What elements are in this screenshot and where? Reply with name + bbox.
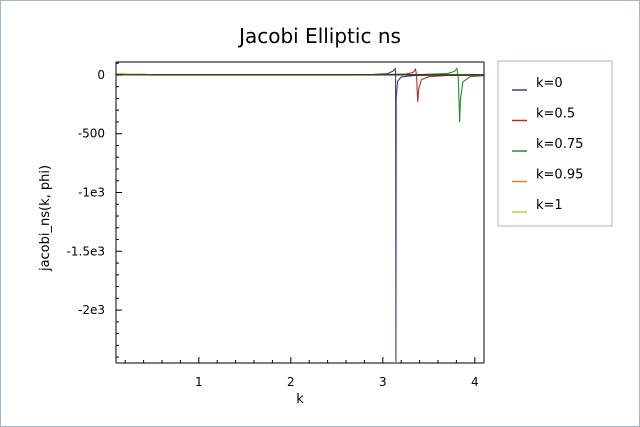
x-tick-label: 2 <box>287 375 295 389</box>
x-tick-label: 4 <box>471 375 479 389</box>
y-tick-label: -2e3 <box>78 303 105 317</box>
y-tick-label: -500 <box>78 127 105 141</box>
y-tick-label: -1e3 <box>78 186 105 200</box>
legend-label-0: k=0 <box>536 76 563 91</box>
legend-label-1: k=0.5 <box>536 107 575 122</box>
y-tick-label: 0 <box>97 68 105 82</box>
y-tick-label: -1.5e3 <box>67 244 105 258</box>
x-tick-label: 3 <box>379 375 387 389</box>
series-layer <box>116 67 484 362</box>
x-axis-label: k <box>296 392 304 407</box>
chart-title: Jacobi Elliptic ns <box>237 24 401 48</box>
x-tick-label: 1 <box>195 375 203 389</box>
legend: k=0 k=0.5 k=0.75 k=0.95 k=1 <box>512 76 583 213</box>
legend-box <box>497 60 613 227</box>
series-line-0 <box>116 67 484 362</box>
y-axis-label: jacobi_ns(k, phi) <box>38 165 53 272</box>
axes-layer: 1 2 3 4 0 -500 -1e3 -1.5e3 -2e3 <box>67 61 485 389</box>
legend-label-2: k=0.75 <box>536 137 583 152</box>
legend-label-3: k=0.95 <box>536 168 583 183</box>
legend-label-4: k=1 <box>536 198 563 213</box>
